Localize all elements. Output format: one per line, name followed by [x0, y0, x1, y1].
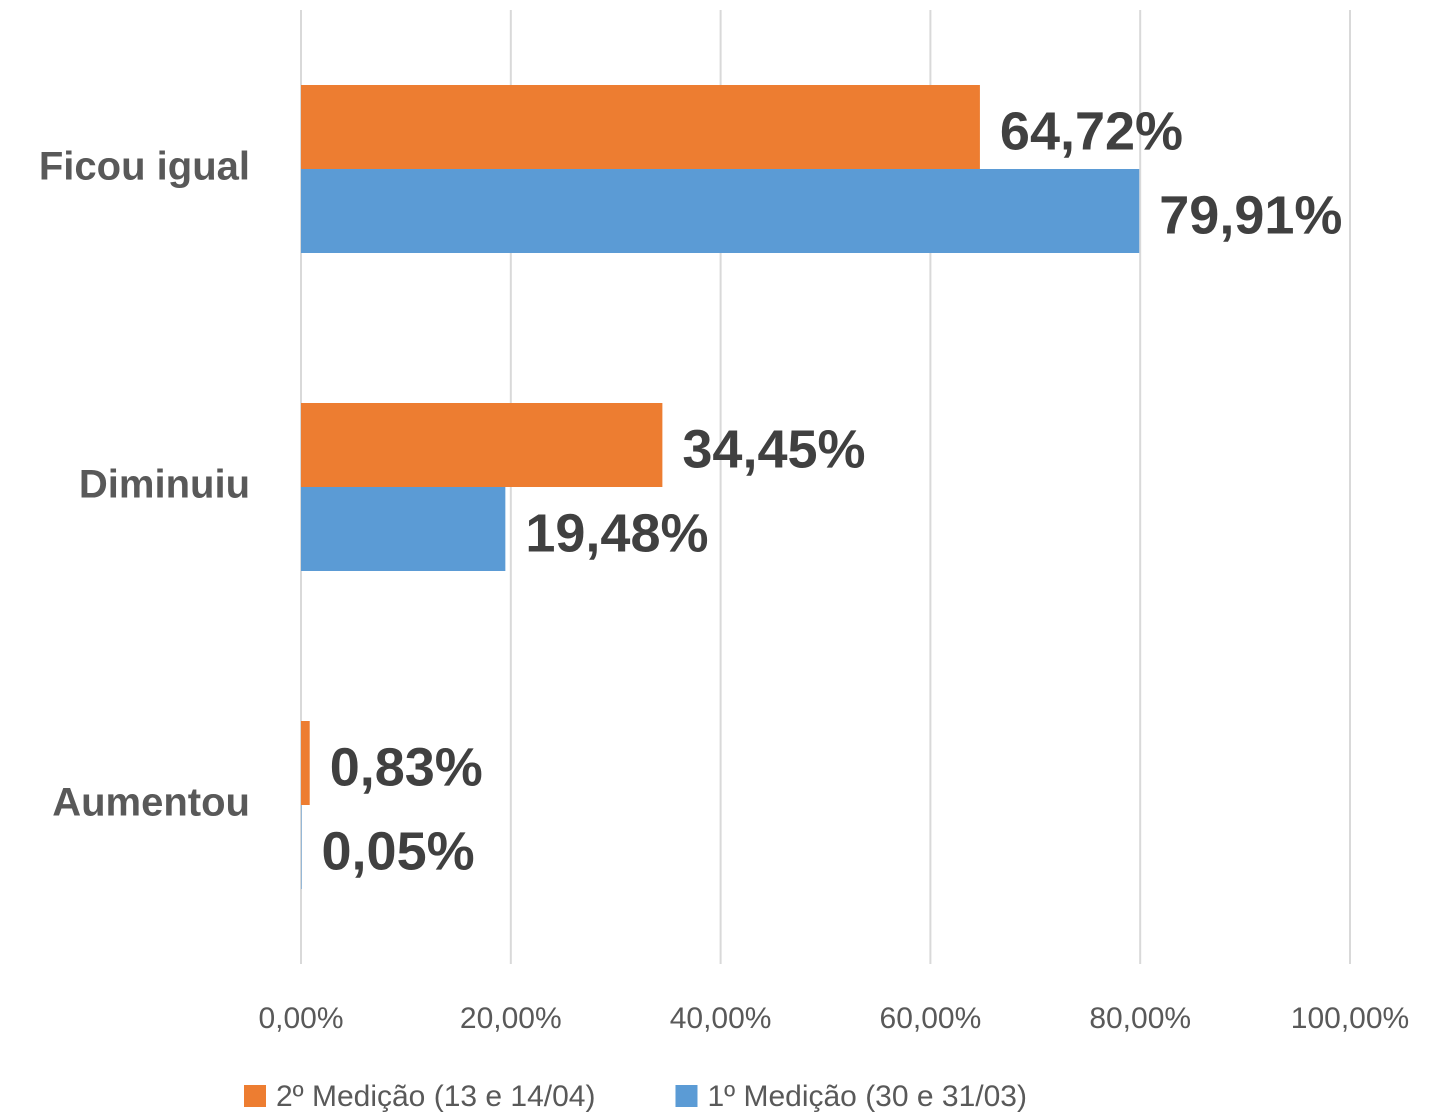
legend-label: 2º Medição (13 e 14/04): [276, 1080, 595, 1113]
legend-label: 1º Medição (30 e 31/03): [707, 1080, 1026, 1113]
bar: [301, 169, 1140, 253]
legend-swatch: [675, 1085, 698, 1107]
bar: [301, 85, 980, 169]
category-label: Diminuiu: [79, 463, 250, 507]
x-tick-label: 0,00%: [258, 1002, 343, 1035]
category-label: Ficou igual: [39, 145, 250, 189]
x-tick-label: 100,00%: [1291, 1002, 1409, 1035]
bar: [301, 487, 506, 571]
category-label: Aumentou: [52, 781, 250, 825]
legend-swatch: [244, 1085, 266, 1107]
data-label: 64,72%: [1000, 101, 1183, 161]
bar: [301, 403, 663, 487]
data-label: 0,05%: [322, 821, 475, 881]
x-tick-label: 40,00%: [670, 1002, 772, 1035]
data-label: 79,91%: [1159, 185, 1342, 245]
data-label: 34,45%: [682, 419, 865, 479]
data-label: 19,48%: [525, 503, 708, 563]
bar: [301, 721, 310, 805]
x-tick-label: 80,00%: [1089, 1002, 1191, 1035]
data-label: 0,83%: [330, 737, 483, 797]
x-tick-label: 20,00%: [460, 1002, 562, 1035]
bar: [301, 805, 302, 889]
x-tick-label: 60,00%: [880, 1002, 982, 1035]
